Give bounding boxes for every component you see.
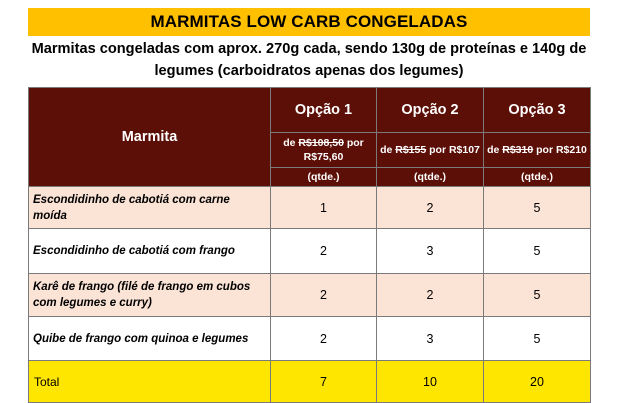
price-old: R$310: [502, 144, 534, 156]
row-name: Escondidinho de cabotiá com carne moída: [28, 186, 271, 229]
price-prefix: de: [487, 144, 503, 156]
row-qty-option-3: 5: [483, 228, 591, 274]
row-name: Quibe de frango com quinoa e legumes: [28, 316, 271, 361]
row-qty-option-2: 2: [376, 186, 484, 229]
price-prefix: de: [380, 144, 396, 156]
price-old: R$155: [395, 144, 427, 156]
page-title: MARMITAS LOW CARB CONGELADAS: [28, 8, 590, 36]
row-qty-option-1: 1: [270, 186, 377, 229]
table-row: Karê de frango (filé de frango em cubos …: [28, 273, 591, 317]
row-qty-option-3: 5: [483, 273, 591, 317]
table-row: Escondidinho de cabotiá com carne moída …: [28, 186, 591, 229]
subtitle: Marmitas congeladas com aprox. 270g cada…: [31, 41, 587, 79]
total-label: Total: [28, 360, 271, 403]
row-qty-option-3: 5: [483, 186, 591, 229]
qtde-option-3: (qtde.): [483, 167, 591, 187]
row-qty-option-2: 3: [376, 316, 484, 361]
row-qty-option-2: 3: [376, 228, 484, 274]
row-qty-option-1: 2: [270, 228, 377, 274]
total-row: Total 7 10 20: [28, 360, 591, 403]
qtde-option-2: (qtde.): [376, 167, 484, 187]
total-option-3: 20: [483, 360, 591, 403]
price-old: R$108,50: [298, 137, 344, 149]
price-new: por R$107: [426, 144, 480, 156]
table-row: Quibe de frango com quinoa e legumes 2 3…: [28, 316, 591, 361]
qtde-option-1: (qtde.): [270, 167, 377, 187]
header-option-3: Opção 3: [483, 87, 591, 133]
table-row: Escondidinho de cabotiá com frango 2 3 5: [28, 228, 591, 274]
header-option-2: Opção 2: [376, 87, 484, 133]
price-option-3: de R$310 por R$210: [483, 132, 591, 168]
total-option-1: 7: [270, 360, 377, 403]
total-option-2: 10: [376, 360, 484, 403]
price-new: por R$210: [533, 144, 587, 156]
header-marmita: Marmita: [28, 87, 271, 187]
row-qty-option-1: 2: [270, 316, 377, 361]
row-qty-option-2: 2: [376, 273, 484, 317]
row-name: Karê de frango (filé de frango em cubos …: [28, 273, 271, 317]
price-option-2: de R$155 por R$107: [376, 132, 484, 168]
price-new: por R$75,60: [303, 137, 364, 163]
row-name: Escondidinho de cabotiá com frango: [28, 228, 271, 274]
price-option-1: de R$108,50 por R$75,60: [270, 132, 377, 168]
header-option-1: Opção 1: [270, 87, 377, 133]
row-qty-option-1: 2: [270, 273, 377, 317]
row-qty-option-3: 5: [483, 316, 591, 361]
marmitas-table: Marmita Opção 1 Opção 2 Opção 3 de R$108…: [28, 87, 591, 403]
price-prefix: de: [283, 137, 299, 149]
